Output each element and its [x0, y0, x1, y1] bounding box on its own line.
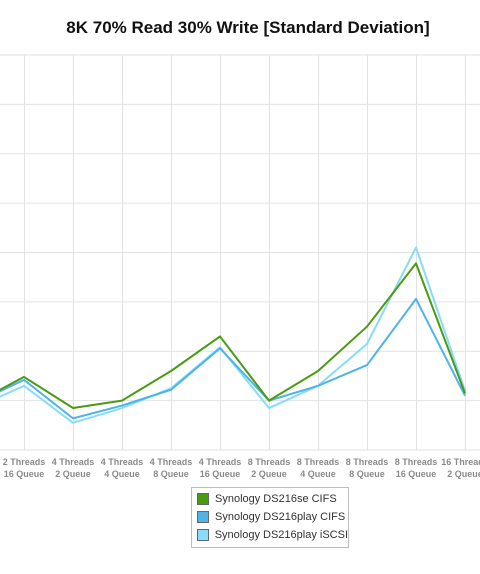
- legend-item: Synology DS216play iSCSI: [192, 526, 348, 544]
- chart-title: 8K 70% Read 30% Write [Standard Deviatio…: [66, 18, 430, 37]
- x-tick-label: 8 Threads 8 Queue: [346, 457, 389, 479]
- x-tick-label: 2 Threads 16 Queue: [3, 457, 46, 479]
- legend-item: Synology DS216play CIFS: [192, 508, 348, 526]
- grid-lines: [0, 54, 480, 451]
- x-tick-label: 4 Threads 8 Queue: [150, 457, 193, 479]
- x-tick-label: 8 Threads 4 Queue: [297, 457, 340, 479]
- legend-swatch: [197, 493, 209, 505]
- series-line-0: [0, 262, 466, 410]
- legend-item: Synology DS216se CIFS: [192, 490, 348, 508]
- series-line-1: [0, 297, 466, 420]
- legend-swatch: [197, 529, 209, 541]
- legend-label: Synology DS216se CIFS: [215, 493, 337, 505]
- x-tick-label: 4 Threads 4 Queue: [101, 457, 144, 479]
- legend-label: Synology DS216play CIFS: [215, 511, 346, 523]
- legend: Synology DS216se CIFS Synology DS216play …: [191, 487, 349, 548]
- series-line-2: [0, 246, 466, 424]
- x-tick-label: 8 Threads 2 Queue: [248, 457, 291, 479]
- x-tick-label: 4 Threads 2 Queue: [52, 457, 95, 479]
- legend-swatch: [197, 511, 209, 523]
- x-tick-label: 8 Threads 16 Queue: [395, 457, 438, 479]
- legend-label: Synology DS216play iSCSI: [214, 529, 348, 541]
- series-lines: [0, 246, 466, 424]
- x-tick-label: 4 Threads 16 Queue: [199, 457, 242, 479]
